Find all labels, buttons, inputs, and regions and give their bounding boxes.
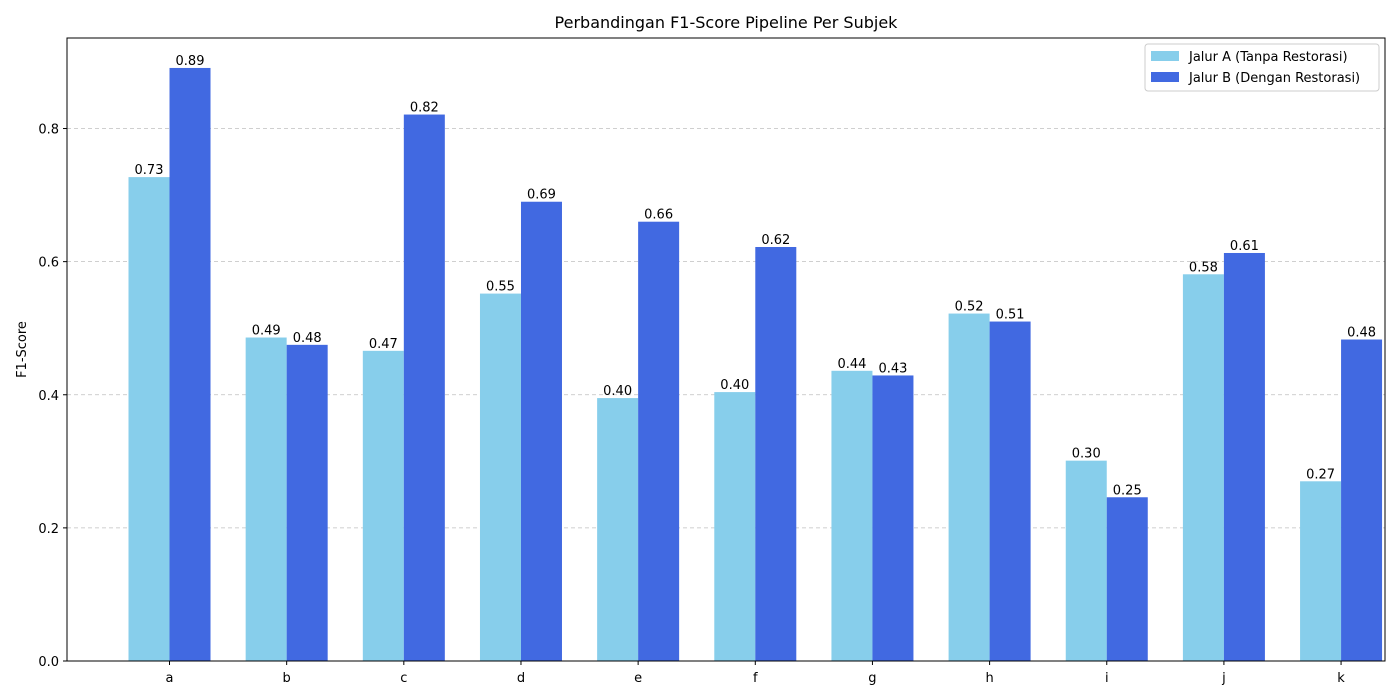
bar-value-label: 0.58 xyxy=(1189,260,1218,275)
legend-swatch-jalur-a xyxy=(1151,51,1179,61)
y-axis-label: F1-Score xyxy=(15,321,30,378)
bar-jalur-a-c xyxy=(362,350,404,661)
bar-jalur-a-e xyxy=(597,398,639,661)
x-tick-label: h xyxy=(985,671,993,686)
bar-value-label: 0.47 xyxy=(369,337,398,352)
x-tick-label: c xyxy=(400,671,407,686)
bar-jalur-a-f xyxy=(714,392,756,661)
x-tick-label: j xyxy=(1221,671,1226,686)
y-axis-ticks: 0.0 0.2 0.4 0.6 0.8 xyxy=(38,123,67,670)
y-tick-label: 0.2 xyxy=(38,522,59,537)
bar-jalur-b-j xyxy=(1223,252,1265,661)
bar-value-label: 0.62 xyxy=(761,233,790,248)
bar-value-label: 0.52 xyxy=(955,300,984,315)
x-tick-label: b xyxy=(283,671,291,686)
bar-value-label: 0.66 xyxy=(644,208,673,223)
bar-value-labels: 0.73 0.89 0.49 0.48 0.47 0.82 0.55 0.69 0.40 0.66… xyxy=(135,54,1377,498)
legend-box xyxy=(1144,43,1380,92)
x-tick-label: d xyxy=(517,671,525,686)
bar-value-label: 0.48 xyxy=(1347,326,1376,341)
bar-jalur-b-e xyxy=(638,221,680,661)
bar-jalur-a-b xyxy=(245,337,287,661)
legend: Jalur A (Tanpa Restorasi) Jalur B (Denga… xyxy=(1144,43,1380,92)
legend-swatch-jalur-b xyxy=(1151,72,1179,82)
x-tick-label: g xyxy=(868,671,876,686)
bar-jalur-a-i xyxy=(1065,460,1107,661)
bar-jalur-b-d xyxy=(520,201,562,661)
bar-value-label: 0.25 xyxy=(1113,483,1142,498)
bars xyxy=(128,67,1383,662)
legend-label-jalur-b: Jalur B (Dengan Restorasi) xyxy=(1188,71,1360,86)
x-tick-label: a xyxy=(166,671,174,686)
bar-value-label: 0.73 xyxy=(135,163,164,178)
bar-value-label: 0.40 xyxy=(720,378,749,393)
bar-value-label: 0.61 xyxy=(1230,239,1259,254)
bar-jalur-b-a xyxy=(169,67,211,662)
legend-label-jalur-a: Jalur A (Tanpa Restorasi) xyxy=(1188,50,1348,65)
x-tick-label: f xyxy=(753,671,758,686)
y-tick-label: 0.8 xyxy=(38,123,59,138)
bar-jalur-b-c xyxy=(403,114,445,661)
bar-value-label: 0.82 xyxy=(410,101,439,116)
bar-value-label: 0.49 xyxy=(252,324,281,339)
bar-jalur-a-j xyxy=(1182,274,1224,661)
x-tick-label: k xyxy=(1337,671,1345,686)
bar-value-label: 0.44 xyxy=(837,357,866,372)
bar-jalur-a-a xyxy=(128,177,170,661)
bar-value-label: 0.51 xyxy=(996,308,1025,323)
bar-jalur-a-d xyxy=(479,293,521,661)
bar-jalur-b-k xyxy=(1341,339,1383,661)
bar-jalur-b-b xyxy=(286,344,328,661)
plot-frame xyxy=(66,37,1386,662)
x-axis-ticks: a b c d e f g h i j k xyxy=(166,661,1345,686)
bar-jalur-b-i xyxy=(1106,497,1148,661)
bar-value-label: 0.55 xyxy=(486,280,515,295)
bar-jalur-b-f xyxy=(755,246,797,661)
bar-jalur-a-h xyxy=(948,313,990,661)
bar-value-label: 0.43 xyxy=(878,361,907,376)
chart-title: Perbandingan F1-Score Pipeline Per Subje… xyxy=(555,13,899,32)
bar-jalur-b-h xyxy=(989,321,1031,661)
bar-jalur-b-g xyxy=(872,375,914,661)
bar-value-label: 0.30 xyxy=(1072,447,1101,462)
bar-value-label: 0.27 xyxy=(1306,467,1335,482)
y-tick-label: 0.0 xyxy=(38,655,59,670)
y-tick-label: 0.4 xyxy=(38,389,59,404)
x-tick-label: e xyxy=(634,671,642,686)
x-tick-label: i xyxy=(1105,671,1109,686)
y-tick-label: 0.6 xyxy=(38,256,59,271)
bar-value-label: 0.48 xyxy=(293,331,322,346)
bar-jalur-a-g xyxy=(831,370,873,661)
bar-value-label: 0.40 xyxy=(603,384,632,399)
bar-value-label: 0.89 xyxy=(176,54,205,69)
bar-value-label: 0.69 xyxy=(527,188,556,203)
bar-jalur-a-k xyxy=(1300,481,1342,661)
